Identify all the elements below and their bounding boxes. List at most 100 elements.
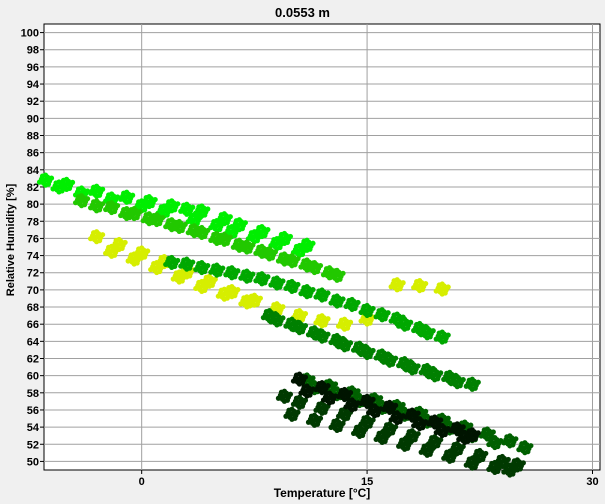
data-point xyxy=(489,460,495,467)
data-point xyxy=(310,386,316,392)
data-point xyxy=(53,180,59,186)
data-point xyxy=(316,314,322,320)
x-tick-label: 30 xyxy=(586,476,598,488)
data-point xyxy=(405,445,411,451)
data-point xyxy=(208,237,214,244)
data-point xyxy=(190,204,196,210)
data-point xyxy=(242,220,248,226)
y-tick-label: 100 xyxy=(21,28,39,40)
data-point xyxy=(381,359,387,365)
data-point xyxy=(320,272,327,278)
data-point xyxy=(256,244,262,250)
y-tick-label: 62 xyxy=(27,354,39,366)
data-point xyxy=(277,244,283,251)
data-point xyxy=(293,321,300,327)
data-point xyxy=(384,400,390,406)
data-point xyxy=(456,436,462,443)
data-point xyxy=(292,415,298,421)
data-point xyxy=(388,318,394,324)
data-point xyxy=(350,430,357,437)
data-point xyxy=(384,353,390,359)
data-point xyxy=(504,463,510,469)
data-point xyxy=(302,374,309,380)
data-point xyxy=(152,196,158,203)
data-point xyxy=(460,377,466,383)
data-point xyxy=(301,384,307,390)
data-point xyxy=(414,278,420,285)
y-tick-label: 58 xyxy=(27,388,39,400)
data-point xyxy=(96,192,103,198)
data-point xyxy=(350,347,357,353)
data-point xyxy=(247,303,253,309)
data-point xyxy=(293,243,300,250)
data-point xyxy=(483,450,489,457)
data-point xyxy=(283,413,289,419)
data-point xyxy=(250,242,256,248)
data-point xyxy=(343,404,349,410)
data-point xyxy=(370,347,376,354)
data-point xyxy=(164,212,170,218)
data-point xyxy=(314,268,321,275)
data-point xyxy=(340,296,346,302)
data-point xyxy=(323,391,330,397)
data-point xyxy=(355,400,361,406)
data-point xyxy=(426,374,432,380)
data-point xyxy=(302,311,309,317)
data-point xyxy=(516,447,522,453)
data-point xyxy=(361,415,367,421)
data-point xyxy=(235,226,241,233)
data-point xyxy=(329,399,336,405)
data-point xyxy=(399,357,405,363)
data-point xyxy=(75,186,82,192)
data-point xyxy=(149,220,155,226)
data-point xyxy=(325,290,331,296)
y-tick-label: 74 xyxy=(27,251,40,263)
data-point xyxy=(397,320,403,326)
data-point xyxy=(391,411,397,417)
data-point xyxy=(269,255,276,261)
data-point xyxy=(368,404,375,410)
data-point xyxy=(316,329,322,335)
data-point xyxy=(257,295,263,301)
data-point xyxy=(310,260,316,266)
data-point xyxy=(287,233,294,240)
data-point xyxy=(172,207,178,213)
data-point xyxy=(290,378,297,384)
data-point xyxy=(423,419,429,425)
data-point xyxy=(298,264,304,270)
data-point xyxy=(331,418,337,424)
data-point xyxy=(99,201,106,207)
data-point xyxy=(325,316,331,322)
data-point xyxy=(373,314,379,320)
data-point xyxy=(320,397,327,403)
data-point xyxy=(382,438,388,445)
y-tick-label: 84 xyxy=(27,165,40,177)
data-point xyxy=(230,244,236,250)
data-point xyxy=(427,451,433,457)
data-point xyxy=(367,423,373,429)
data-point xyxy=(475,379,481,385)
data-point xyxy=(465,438,471,445)
data-point xyxy=(525,449,531,455)
data-point xyxy=(328,300,334,306)
y-tick-label: 50 xyxy=(27,456,39,468)
data-point xyxy=(142,207,148,213)
data-point xyxy=(448,381,454,387)
data-point xyxy=(463,383,469,389)
data-point xyxy=(84,188,91,194)
data-point xyxy=(310,287,316,293)
data-point xyxy=(283,323,289,329)
data-point xyxy=(486,466,492,473)
data-point xyxy=(265,274,271,280)
data-point xyxy=(202,212,208,218)
data-point xyxy=(247,248,253,254)
data-point xyxy=(442,338,448,344)
data-point xyxy=(215,293,221,299)
data-point xyxy=(163,261,169,268)
y-tick-label: 78 xyxy=(27,216,39,228)
data-point xyxy=(411,423,417,429)
data-point xyxy=(412,369,418,375)
data-point xyxy=(361,394,367,400)
y-tick-label: 56 xyxy=(27,405,39,417)
data-point xyxy=(302,323,309,329)
